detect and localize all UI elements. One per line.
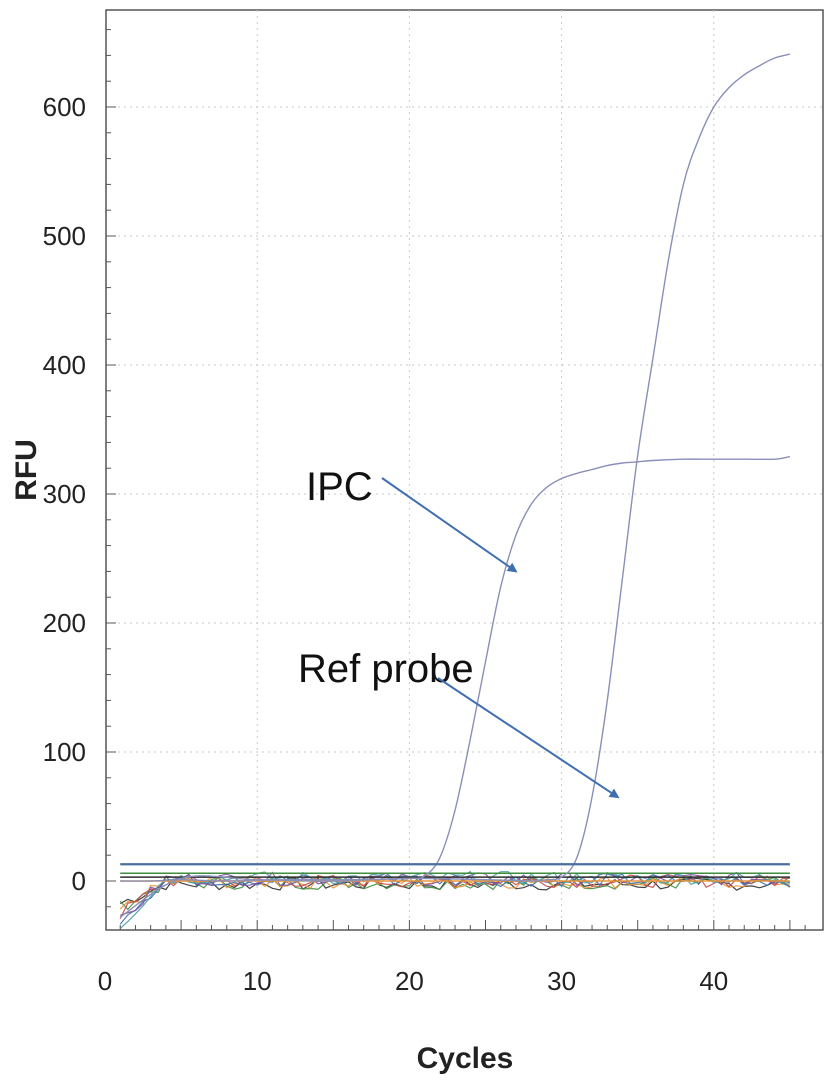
x-axis-title: Cycles [417, 1042, 514, 1075]
amplification-curve [120, 455, 791, 882]
x-tick-label: 30 [547, 966, 576, 996]
y-tick-label: 300 [43, 479, 86, 509]
y-tick-label: 500 [43, 221, 86, 251]
y-tick-label: 200 [43, 608, 86, 638]
baseline-trace [119, 875, 791, 911]
y-tick-label: 400 [43, 350, 86, 380]
y-tick-label: 100 [43, 737, 86, 767]
x-tick-label: 20 [395, 966, 424, 996]
y-tick-label: 600 [43, 92, 86, 122]
amplification-curve [119, 53, 791, 918]
amplification-curves [119, 53, 791, 918]
annotation-arrow [381, 477, 518, 573]
y-axis-title: RFU [10, 439, 43, 501]
annotation-arrow [437, 677, 620, 799]
annotation-label: Ref probe [298, 647, 474, 691]
annotations: IPC Ref probe [298, 465, 620, 799]
annotation-label: IPC [306, 465, 373, 509]
x-tick-label: 0 [98, 966, 112, 996]
x-tick-label: 10 [243, 966, 272, 996]
plot-frame [105, 9, 824, 931]
y-tick-label: 0 [72, 866, 86, 896]
x-tick-label: 40 [699, 966, 728, 996]
